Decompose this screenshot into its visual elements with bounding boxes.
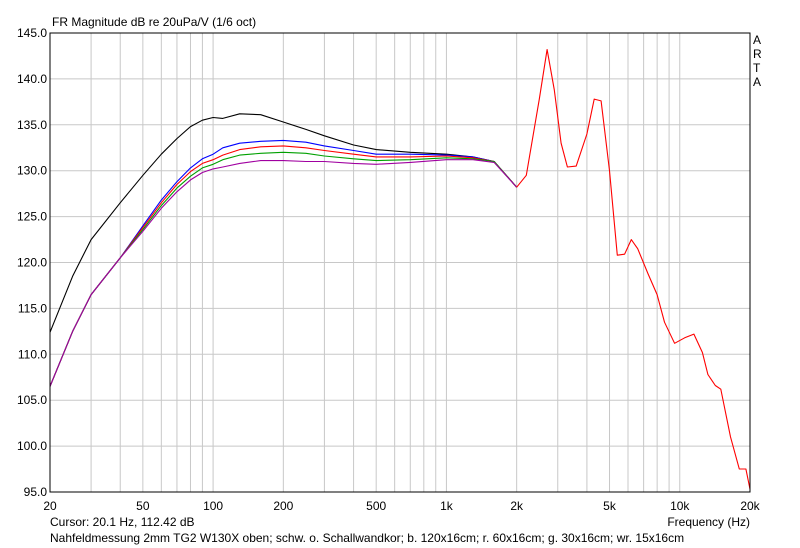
x-tick-label-2: 100 xyxy=(203,499,223,513)
x-tick-label-1: 50 xyxy=(136,499,150,513)
series-line-1 xyxy=(49,139,518,387)
x-tick-label-3: 200 xyxy=(273,499,293,513)
cursor-readout: Cursor: 20.1 Hz, 112.42 dB xyxy=(50,515,195,529)
series-layer xyxy=(49,48,751,490)
x-tick-labels: 20 50 100 200 500 1k 2k 5k 10k 20k xyxy=(43,499,760,513)
y-tick-label-2: 135.0 xyxy=(17,118,47,132)
y-tick-label-9: 100.0 xyxy=(17,439,47,453)
x-tick-label-4: 500 xyxy=(366,499,386,513)
y-tick-label-7: 110.0 xyxy=(18,347,47,361)
series-line-2 xyxy=(49,145,518,387)
brand-letter-r: R xyxy=(753,47,762,61)
brand-letter-t: T xyxy=(753,61,761,75)
x-tick-label-6: 2k xyxy=(510,499,524,513)
y-tick-label-4: 125.0 xyxy=(17,210,47,224)
series-line-4 xyxy=(49,159,518,387)
series-line-3 xyxy=(49,151,518,387)
y-tick-label-3: 130.0 xyxy=(17,164,47,178)
x-tick-label-8: 10k xyxy=(670,499,690,513)
y-tick-label-0: 145.0 xyxy=(17,26,47,40)
plot-frame xyxy=(49,32,751,493)
series-line-0 xyxy=(49,113,518,333)
y-tick-label-10: 95.0 xyxy=(24,485,48,499)
x-tick-label-7: 5k xyxy=(603,499,617,513)
brand-letter-a2: A xyxy=(753,75,762,89)
series-line-5 xyxy=(516,48,751,490)
measurement-description: Nahfeldmessung 2mm TG2 W130X oben; schw.… xyxy=(50,531,685,545)
x-tick-label-5: 1k xyxy=(440,499,454,513)
y-tick-labels: 145.0 140.0 135.0 130.0 125.0 120.0 115.0 110.0… xyxy=(17,26,47,499)
chart-title: FR Magnitude dB re 20uPa/V (1/6 oct) xyxy=(52,15,256,29)
x-tick-label-0: 20 xyxy=(43,499,57,513)
grid xyxy=(50,33,750,492)
y-tick-label-6: 115.0 xyxy=(18,301,47,315)
x-axis-label: Frequency (Hz) xyxy=(667,515,750,529)
brand-letter-a1: A xyxy=(753,33,762,47)
y-tick-label-5: 120.0 xyxy=(17,256,47,270)
y-tick-label-1: 140.0 xyxy=(17,72,47,86)
y-tick-label-8: 105.0 xyxy=(17,393,47,407)
x-tick-label-9: 20k xyxy=(740,499,760,513)
